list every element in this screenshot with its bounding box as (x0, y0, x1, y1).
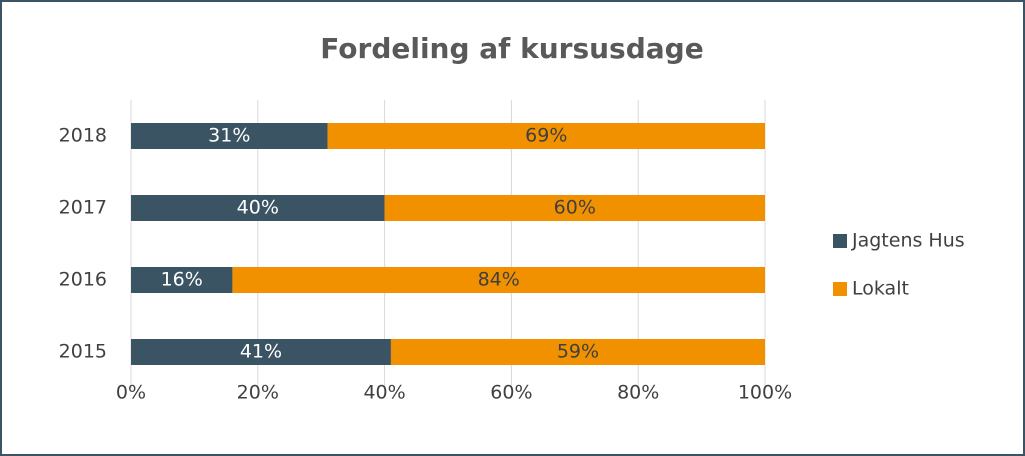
bar (131, 123, 328, 149)
x-tick-label: 100% (738, 382, 792, 404)
legend-label: Lokalt (852, 278, 909, 300)
bar (384, 195, 765, 221)
bar (131, 339, 391, 365)
legend-swatch (833, 282, 847, 296)
chart-title: Fordeling af kursusdage (320, 32, 703, 65)
bar (131, 267, 233, 293)
x-tick-label: 20% (237, 382, 279, 404)
bar (232, 267, 765, 293)
legend-swatch (833, 234, 847, 248)
y-tick-label: 2016 (59, 269, 107, 291)
y-tick-label: 2017 (59, 197, 107, 219)
value-label: 16% (161, 269, 203, 291)
value-label: 69% (525, 125, 567, 147)
value-label: 40% (237, 197, 279, 219)
bar (131, 195, 385, 221)
y-tick-label: 2015 (59, 341, 107, 363)
value-label: 41% (240, 341, 282, 363)
bar (327, 123, 765, 149)
x-tick-label: 60% (490, 382, 532, 404)
value-label: 59% (557, 341, 599, 363)
x-tick-label: 80% (617, 382, 659, 404)
x-tick-label: 0% (116, 382, 146, 404)
bar (390, 339, 765, 365)
value-label: 60% (554, 197, 596, 219)
value-label: 84% (478, 269, 520, 291)
value-label: 31% (208, 125, 250, 147)
x-tick-label: 40% (363, 382, 405, 404)
legend-label: Jagtens Hus (851, 230, 965, 252)
y-tick-label: 2018 (59, 125, 107, 147)
